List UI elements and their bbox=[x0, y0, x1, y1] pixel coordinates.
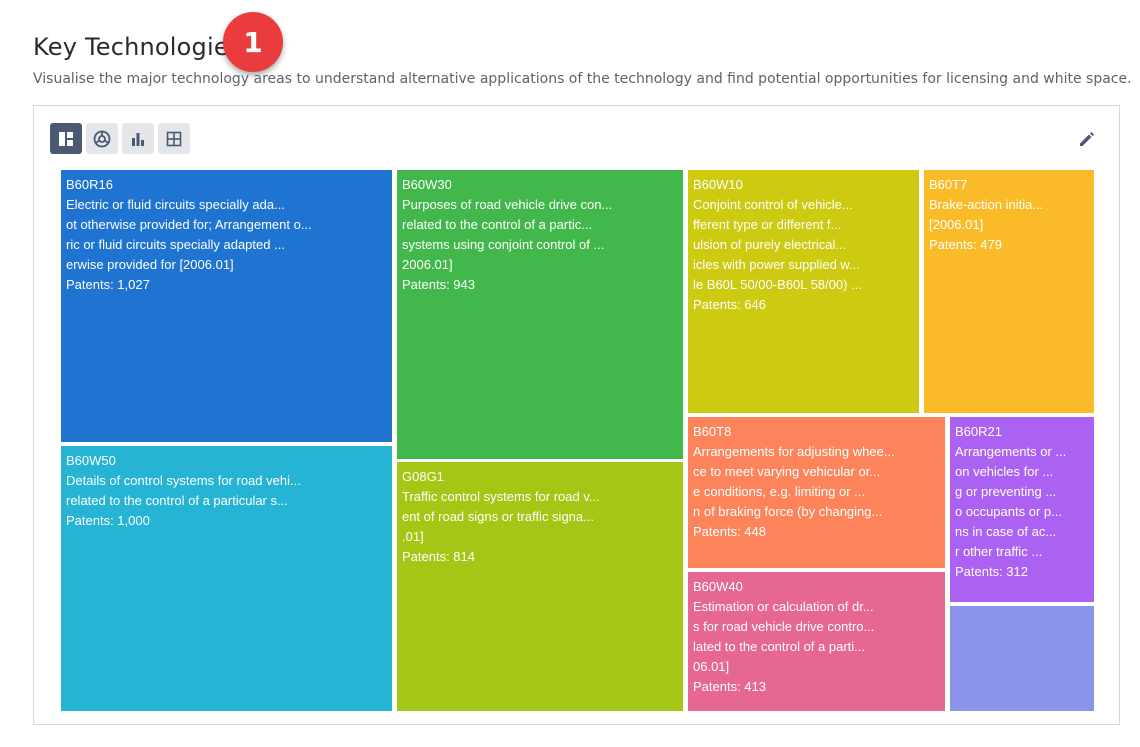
cell-description-line: Conjoint control of vehicle... bbox=[693, 197, 853, 212]
cell-patents-label: Patents: 1,000 bbox=[66, 513, 150, 528]
cell-description-line: related to the control of a particular s… bbox=[66, 493, 288, 508]
cell-code-label: G08G1 bbox=[402, 469, 444, 484]
cell-description-line: Details of control systems for road vehi… bbox=[66, 473, 301, 488]
cell-description-line: systems using conjoint control of ... bbox=[402, 237, 605, 252]
pencil-icon bbox=[1080, 132, 1094, 146]
cell-description-line: g or preventing ... bbox=[955, 484, 1057, 499]
page-subtitle: Visualise the major technology areas to … bbox=[33, 71, 1132, 87]
cell-patents-label: Patents: 943 bbox=[402, 277, 475, 292]
cell-description-line: ns in case of ac... bbox=[955, 524, 1057, 539]
cell-description-line: lated to the control of a parti... bbox=[693, 639, 865, 654]
cell-description-line: Purposes of road vehicle drive con... bbox=[402, 197, 613, 212]
treemap-cell[interactable]: B60W30 Purposes of road vehicle drive con… bbox=[397, 170, 683, 459]
cell-description-line: n of braking force (by changing... bbox=[693, 504, 883, 519]
sunburst-icon bbox=[93, 130, 111, 147]
cell-code-label: B60R16 bbox=[66, 177, 113, 192]
cell-description-line: ent of road signs or traffic signa... bbox=[402, 509, 594, 524]
step-badge: 1 bbox=[223, 12, 283, 72]
cell-description-line: ric or fluid circuits specially adapted … bbox=[66, 237, 285, 252]
treemap-cell[interactable]: B60R21 Arrangements or ... on vehicles for… bbox=[950, 417, 1094, 602]
cell-description-line: e conditions, e.g. limiting or ... bbox=[693, 484, 865, 499]
cell-description-line: Estimation or calculation of dr... bbox=[693, 599, 874, 614]
sunburst-view-button[interactable] bbox=[86, 123, 118, 154]
cell-description-line: ce to meet varying vehicular or... bbox=[693, 464, 881, 479]
treemap-cell[interactable]: B60W10 Conjoint control of vehicle... ffer… bbox=[688, 170, 919, 413]
cell-code-label: B60T7 bbox=[929, 177, 968, 192]
cell-description-line: Arrangements for adjusting whee... bbox=[693, 444, 895, 459]
cell-description-line: .01] bbox=[402, 529, 424, 544]
cell-description-line: 2006.01] bbox=[402, 257, 453, 272]
cell-description-line: ot otherwise provided for; Arrangement o… bbox=[66, 217, 312, 232]
table-view-button[interactable] bbox=[158, 123, 190, 154]
treemap-cell[interactable]: B60W50 Details of control systems for roa… bbox=[61, 446, 392, 711]
cell-description-line: Brake-action initia... bbox=[929, 197, 1044, 212]
treemap-cell[interactable]: B60W40 Estimation or calculation of dr...… bbox=[688, 572, 945, 711]
cell-code-label: B60R21 bbox=[955, 424, 1002, 439]
treemap-icon bbox=[59, 131, 73, 146]
cell-patents-label: Patents: 448 bbox=[693, 524, 766, 539]
cell-description-line: Traffic control systems for road v... bbox=[402, 489, 600, 504]
cell-description-line: icles with power supplied w... bbox=[693, 257, 860, 272]
treemap-cell[interactable]: B60T7 Brake-action initia... [2006.01] Pate… bbox=[924, 170, 1094, 413]
chart-panel: B60R16 Electric or fluid circuits special… bbox=[33, 105, 1120, 725]
cell-description-line: Electric or fluid circuits specially ada… bbox=[66, 197, 285, 212]
edit-button[interactable] bbox=[1075, 127, 1099, 151]
cell-code-label: B60W50 bbox=[66, 453, 116, 468]
cell-patents-label: Patents: 312 bbox=[955, 564, 1028, 579]
cell-patents-label: Patents: 413 bbox=[693, 679, 766, 694]
treemap-cell[interactable]: B60T8 Arrangements for adjusting whee... c… bbox=[688, 417, 945, 568]
cell-description-line: related to the control of a partic... bbox=[402, 217, 593, 232]
cell-description-line: erwise provided for [2006.01] bbox=[66, 257, 234, 272]
cell-description-line: le B60L 50/00-B60L 58/00) ... bbox=[693, 277, 862, 292]
page-title: Key Technologies bbox=[33, 33, 242, 61]
cell-description-line: s for road vehicle drive contro... bbox=[693, 619, 875, 634]
cell-patents-label: Patents: 646 bbox=[693, 297, 766, 312]
cell-description-line: r other traffic ... bbox=[955, 544, 1043, 559]
cell-code-label: B60W10 bbox=[693, 177, 743, 192]
cell-code-label: B60T8 bbox=[693, 424, 732, 439]
bar-chart-view-button[interactable] bbox=[122, 123, 154, 154]
cell-description-line: on vehicles for ... bbox=[955, 464, 1054, 479]
cell-description-line: fferent type or different f... bbox=[693, 217, 842, 232]
treemap-cell[interactable]: B60R16 Electric or fluid circuits special… bbox=[61, 170, 392, 442]
cell-patents-label: Patents: 814 bbox=[402, 549, 475, 564]
cell-patents-label: Patents: 1,027 bbox=[66, 277, 150, 292]
view-toolbar bbox=[50, 123, 190, 154]
treemap-view-button[interactable] bbox=[50, 123, 82, 154]
cell-patents-label: Patents: 479 bbox=[929, 237, 1002, 252]
cell-description-line: 06.01] bbox=[693, 659, 730, 674]
treemap-cell[interactable]: G08G1 Traffic control systems for road v.… bbox=[397, 462, 683, 711]
bar-chart-icon bbox=[132, 132, 144, 146]
cell-description-line: [2006.01] bbox=[929, 217, 984, 232]
cell-description-line: ulsion of purely electrical... bbox=[693, 237, 847, 252]
treemap-cell[interactable] bbox=[950, 606, 1094, 711]
grid-table-icon bbox=[166, 131, 182, 146]
cell-description-line: o occupants or p... bbox=[955, 504, 1062, 519]
cell-code-label: B60W30 bbox=[402, 177, 452, 192]
cell-description-line: Arrangements or ... bbox=[955, 444, 1067, 459]
cell-code-label: B60W40 bbox=[693, 579, 743, 594]
